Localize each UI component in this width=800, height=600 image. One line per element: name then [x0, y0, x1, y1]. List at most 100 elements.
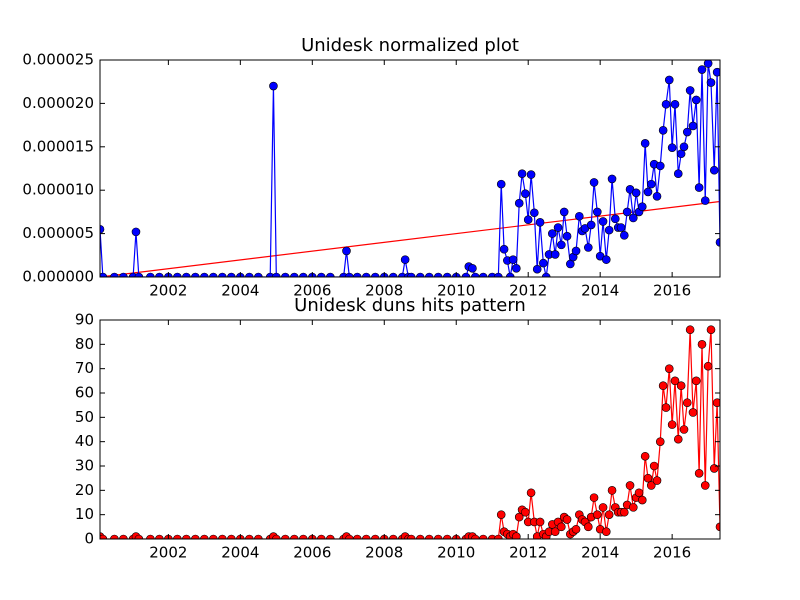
- data-point: [703, 361, 713, 371]
- data-point: [442, 534, 452, 539]
- data-point: [619, 231, 629, 240]
- plot-area: [100, 60, 720, 277]
- data-point: [521, 507, 530, 517]
- data-point: [607, 486, 617, 495]
- data-point: [640, 139, 650, 148]
- data-point: [505, 272, 515, 277]
- data-point: [697, 340, 707, 349]
- data-point: [562, 231, 572, 241]
- data-point: [592, 207, 602, 217]
- x-tick-label: 2012: [509, 544, 547, 562]
- data-point: [173, 534, 182, 539]
- y-tick-label: 80: [75, 335, 94, 353]
- data-point: [499, 244, 509, 254]
- data-point: [110, 272, 119, 277]
- y-tick-label: 0.000000: [22, 268, 94, 286]
- data-point: [712, 398, 720, 408]
- data-point: [227, 534, 236, 539]
- data-point: [589, 178, 599, 187]
- y-tick-label: 50: [75, 408, 94, 426]
- data-point: [557, 240, 566, 250]
- x-tick-label: 2010: [437, 282, 475, 300]
- data-point: [628, 503, 638, 512]
- y-tick-label: 30: [75, 457, 94, 475]
- data-point: [685, 86, 695, 95]
- data-point: [601, 527, 611, 537]
- data-point: [523, 215, 533, 225]
- data-point: [352, 534, 362, 539]
- data-point: [535, 218, 545, 227]
- data-point: [254, 272, 263, 277]
- data-point: [664, 75, 674, 85]
- chart-title: Unidesk normalized plot: [301, 35, 519, 56]
- data-point: [601, 255, 611, 264]
- data-point: [637, 495, 647, 505]
- data-point: [697, 65, 707, 74]
- data-point: [517, 169, 527, 179]
- x-tick-label: 2016: [653, 544, 691, 562]
- data-point: [325, 534, 335, 539]
- data-point: [691, 95, 701, 105]
- data-point: [361, 272, 371, 277]
- data-point: [679, 142, 689, 152]
- data-point: [100, 534, 108, 539]
- data-point: [652, 476, 662, 485]
- data-point: [110, 534, 119, 539]
- data-point: [535, 517, 545, 527]
- data-point: [325, 272, 335, 277]
- y-tick-label: 90: [75, 311, 94, 329]
- data-point: [471, 534, 480, 539]
- data-point: [640, 451, 650, 461]
- data-point: [539, 258, 548, 268]
- data-point: [218, 534, 227, 539]
- data-point: [400, 255, 410, 264]
- data-point: [562, 515, 572, 524]
- data-point: [628, 213, 638, 223]
- data-point: [134, 272, 144, 277]
- data-point: [550, 527, 560, 537]
- data-point: [254, 534, 263, 539]
- x-tick-label: 2002: [149, 544, 187, 562]
- data-point: [415, 272, 425, 277]
- data-point: [131, 227, 141, 237]
- data-point: [218, 272, 227, 277]
- data-point: [712, 67, 720, 77]
- data-point: [119, 534, 128, 539]
- data-point: [649, 461, 659, 471]
- data-point: [658, 381, 668, 391]
- data-point: [281, 272, 290, 277]
- data-point: [191, 534, 200, 539]
- data-point: [406, 534, 416, 539]
- data-point: [583, 522, 593, 532]
- data-point: [619, 507, 629, 517]
- data-point: [526, 170, 536, 179]
- data-point: [100, 272, 108, 277]
- data-point: [706, 78, 716, 87]
- data-point: [548, 229, 557, 238]
- data-point: [468, 264, 477, 273]
- data-point: [471, 272, 480, 277]
- data-point: [461, 272, 471, 277]
- data-point: [541, 272, 551, 277]
- data-point: [715, 237, 720, 247]
- x-tick-label: 2016: [653, 282, 691, 300]
- data-point: [664, 364, 674, 373]
- data-point: [526, 488, 536, 498]
- data-point: [200, 272, 209, 277]
- data-point: [652, 191, 662, 201]
- data-point: [496, 510, 506, 519]
- data-point: [706, 325, 716, 335]
- data-point: [673, 169, 683, 179]
- data-point: [317, 534, 326, 539]
- data-point: [478, 534, 488, 539]
- data-point: [345, 272, 354, 277]
- data-point: [514, 198, 524, 208]
- data-point: [388, 272, 398, 277]
- data-point: [682, 398, 692, 408]
- data-point: [269, 81, 278, 91]
- y-tick-label: 0.000020: [22, 94, 94, 112]
- data-point: [227, 272, 236, 277]
- data-point: [173, 272, 182, 277]
- data-point: [182, 272, 191, 277]
